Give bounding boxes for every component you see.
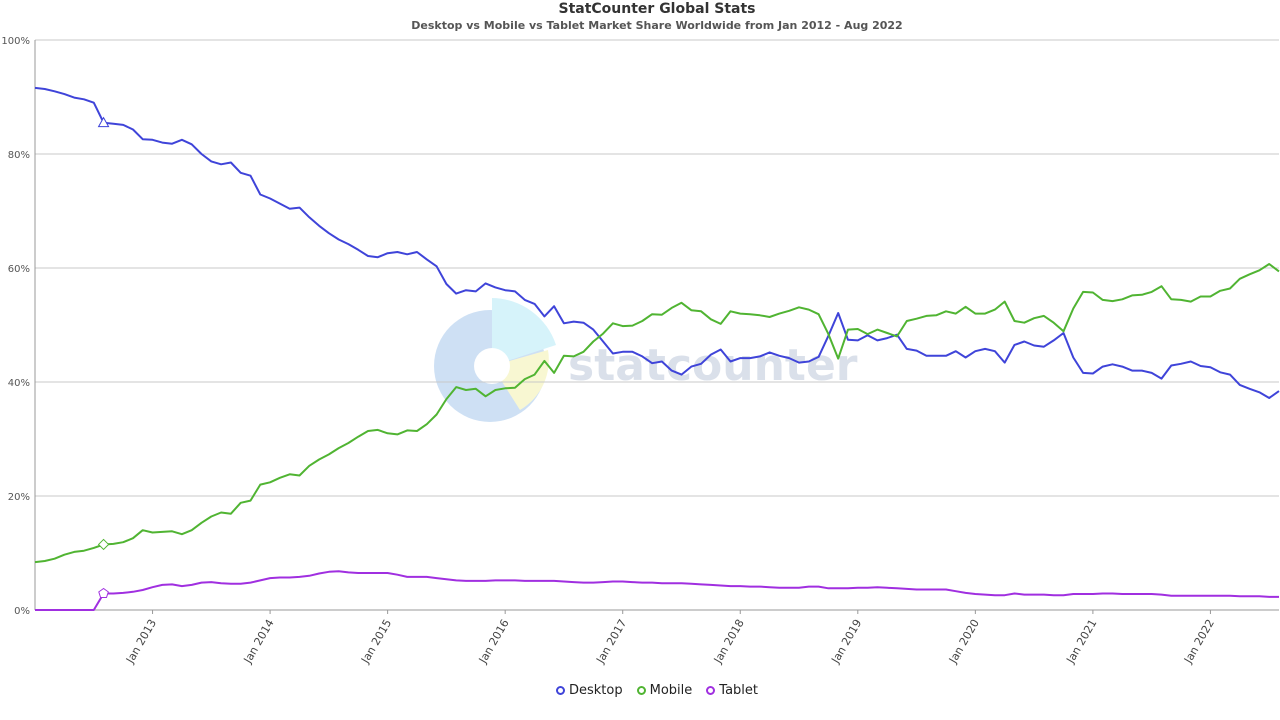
legend-item-desktop[interactable]: Desktop — [556, 683, 623, 698]
legend-marker-icon — [636, 686, 646, 695]
x-tick-label: Jan 2017 — [593, 617, 629, 666]
y-tick-label: 60% — [8, 264, 30, 275]
y-tick-label: 100% — [1, 36, 30, 47]
legend-item-tablet[interactable]: Tablet — [706, 683, 758, 698]
x-tick-label: Jan 2018 — [711, 617, 747, 666]
y-tick-label: 0% — [14, 606, 30, 617]
x-tick-label: Jan 2016 — [476, 617, 512, 666]
x-tick-label: Jan 2019 — [828, 617, 864, 666]
y-tick-label: 40% — [8, 378, 30, 389]
series-marker-mobile — [97, 538, 110, 551]
chart-title: StatCounter Global Stats — [558, 1, 756, 17]
x-tick-label: Jan 2013 — [123, 617, 159, 666]
series-line-tablet — [35, 570, 1279, 611]
legend-label: Tablet — [719, 683, 758, 698]
x-tick-label: Jan 2020 — [946, 617, 982, 666]
y-tick-label: 80% — [8, 150, 30, 161]
series-line-mobile — [34, 263, 1280, 564]
watermark-hole — [474, 348, 510, 384]
chart-legend: Desktop Mobile Tablet — [0, 683, 1280, 698]
x-tick-label: Jan 2022 — [1181, 617, 1217, 666]
legend-marker-icon — [706, 686, 716, 695]
legend-marker-icon — [556, 686, 565, 695]
series-marker-tablet — [98, 587, 109, 598]
watermark-wedge — [492, 298, 556, 366]
x-tick-label: Jan 2014 — [241, 617, 277, 666]
y-tick-label: 20% — [8, 492, 30, 503]
watermark-text: statcounter — [568, 340, 858, 391]
legend-label: Desktop — [569, 683, 623, 698]
legend-label: Mobile — [649, 683, 693, 698]
x-tick-label: Jan 2021 — [1064, 617, 1100, 666]
series-line-desktop — [34, 86, 1280, 399]
x-tick-label: Jan 2015 — [358, 617, 394, 666]
chart-subtitle: Desktop vs Mobile vs Tablet Market Share… — [411, 19, 903, 32]
legend-item-mobile[interactable]: Mobile — [636, 683, 693, 698]
series-marker-desktop — [97, 116, 110, 128]
